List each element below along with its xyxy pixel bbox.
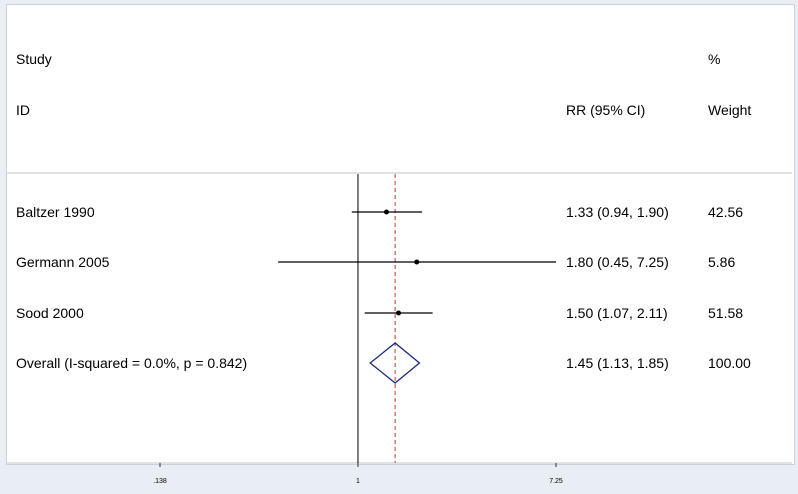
header-study: Study <box>16 51 52 67</box>
header-id: ID <box>16 102 30 118</box>
x-tick-label: .138 <box>153 478 167 485</box>
overall-label: Overall (I-squared = 0.0%, p = 0.842) <box>16 355 247 371</box>
x-tick-label: 1 <box>356 478 360 485</box>
header-weight-pct: % <box>708 51 720 67</box>
study-label: Germann 2005 <box>16 254 110 270</box>
weight-value: 42.56 <box>708 204 743 220</box>
overall-effect-text: 1.45 (1.13, 1.85) <box>566 355 669 371</box>
study-label: Baltzer 1990 <box>16 204 95 220</box>
weight-value: 51.58 <box>708 305 743 321</box>
header-effect: RR (95% CI) <box>566 102 645 118</box>
study-label: Sood 2000 <box>16 305 84 321</box>
effect-estimate-text: 1.33 (0.94, 1.90) <box>566 204 669 220</box>
x-tick-label: 7.25 <box>549 478 563 485</box>
weight-value: 5.86 <box>708 254 735 270</box>
effect-estimate-text: 1.50 (1.07, 2.11) <box>566 305 668 321</box>
overall-weight: 100.00 <box>708 355 751 371</box>
point-estimate <box>383 209 389 215</box>
plot-area <box>6 4 795 465</box>
overall-diamond <box>369 342 421 384</box>
point-estimate <box>414 259 420 265</box>
header-weight: Weight <box>708 102 751 118</box>
effect-estimate-text: 1.80 (0.45, 7.25) <box>566 254 669 270</box>
point-estimate <box>396 310 402 316</box>
